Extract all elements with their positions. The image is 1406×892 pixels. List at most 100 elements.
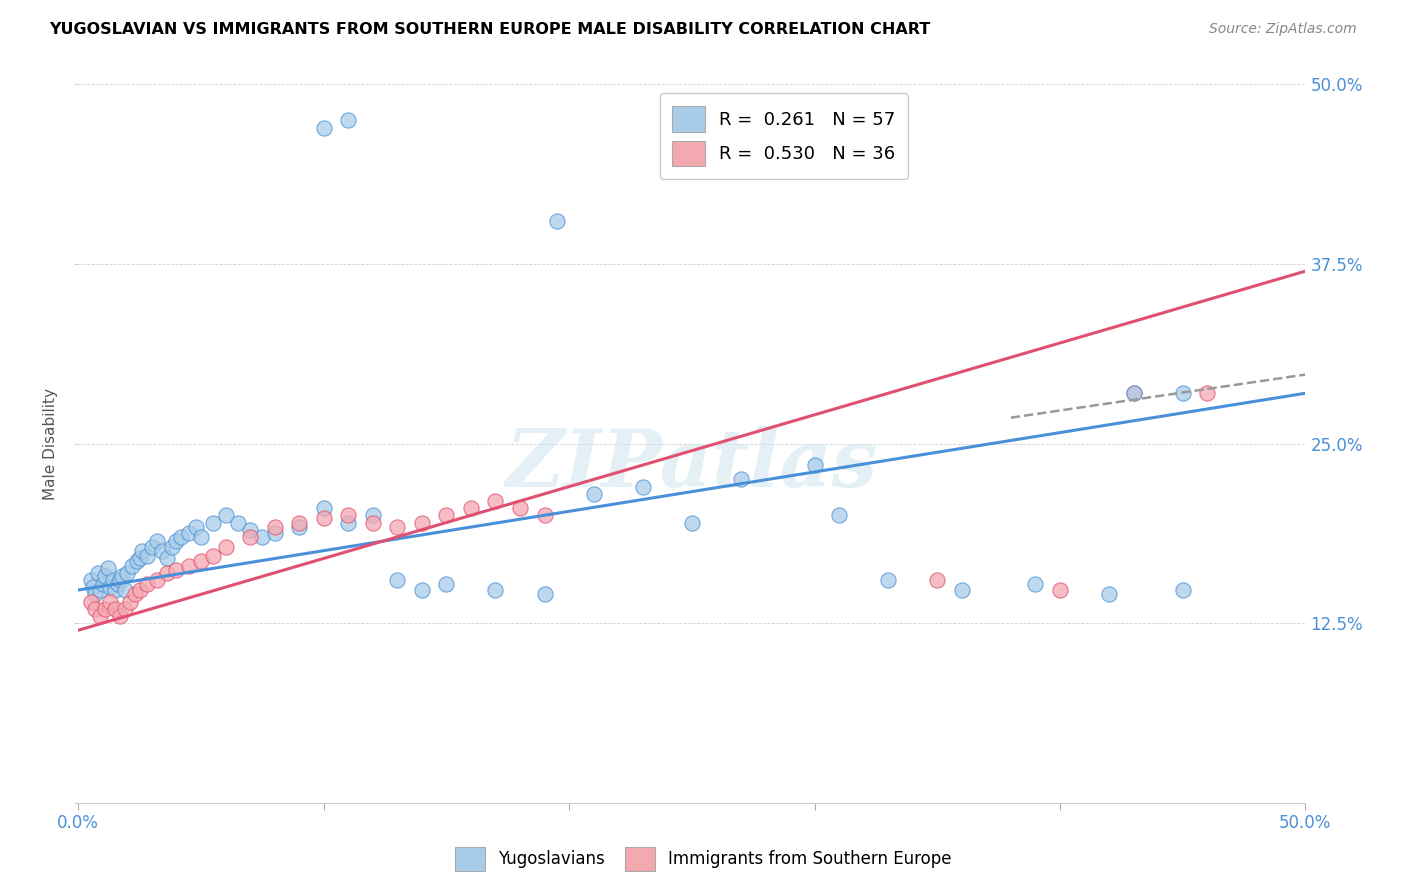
- Point: [84, 601, 107, 615]
- Point: [239, 530, 262, 544]
- Point: [108, 608, 131, 623]
- Point: [107, 577, 129, 591]
- Y-axis label: Male Disability: Male Disability: [44, 387, 58, 500]
- Point: [828, 508, 851, 523]
- Point: [337, 516, 360, 530]
- Point: [226, 516, 249, 530]
- Point: [190, 530, 212, 544]
- Point: [124, 587, 146, 601]
- Point: [681, 516, 703, 530]
- Point: [252, 530, 274, 544]
- Text: YUGOSLAVIAN VS IMMIGRANTS FROM SOUTHERN EUROPE MALE DISABILITY CORRELATION CHART: YUGOSLAVIAN VS IMMIGRANTS FROM SOUTHERN …: [49, 22, 931, 37]
- Point: [118, 594, 141, 608]
- Point: [104, 601, 127, 615]
- Point: [202, 516, 225, 530]
- Point: [730, 472, 752, 486]
- Point: [128, 551, 150, 566]
- Point: [156, 551, 179, 566]
- Point: [288, 516, 311, 530]
- Point: [1098, 587, 1121, 601]
- Point: [533, 587, 555, 601]
- Point: [1122, 386, 1144, 401]
- Point: [460, 501, 482, 516]
- Point: [170, 530, 193, 544]
- Point: [98, 594, 121, 608]
- Point: [509, 501, 531, 516]
- Point: [361, 516, 384, 530]
- Point: [1122, 386, 1144, 401]
- Point: [263, 520, 285, 534]
- Point: [177, 525, 200, 540]
- Point: [114, 601, 136, 615]
- Point: [94, 568, 117, 582]
- Point: [803, 458, 825, 472]
- Point: [411, 582, 433, 597]
- Text: ZIPatlas: ZIPatlas: [506, 426, 877, 504]
- Point: [239, 523, 262, 537]
- Point: [484, 582, 506, 597]
- Point: [263, 525, 285, 540]
- Point: [104, 582, 127, 597]
- Point: [89, 582, 111, 597]
- Point: [387, 573, 409, 587]
- Point: [79, 573, 101, 587]
- Point: [1049, 582, 1071, 597]
- Point: [312, 501, 335, 516]
- Point: [108, 573, 131, 587]
- Point: [337, 113, 360, 128]
- Point: [84, 587, 107, 601]
- Point: [150, 544, 173, 558]
- Point: [877, 573, 900, 587]
- Point: [1197, 386, 1219, 401]
- Point: [121, 558, 143, 573]
- Point: [141, 540, 163, 554]
- Point: [127, 554, 149, 568]
- Point: [160, 540, 183, 554]
- Point: [131, 544, 153, 558]
- Point: [312, 120, 335, 135]
- Text: Source: ZipAtlas.com: Source: ZipAtlas.com: [1209, 22, 1357, 37]
- Point: [190, 554, 212, 568]
- Point: [89, 608, 111, 623]
- Point: [97, 561, 120, 575]
- Point: [361, 508, 384, 523]
- Point: [214, 508, 236, 523]
- Point: [484, 494, 506, 508]
- Point: [136, 549, 159, 563]
- Point: [111, 568, 134, 582]
- Point: [128, 582, 150, 597]
- Point: [533, 508, 555, 523]
- Point: [288, 520, 311, 534]
- Point: [582, 487, 605, 501]
- Point: [156, 566, 179, 580]
- Point: [387, 520, 409, 534]
- Point: [136, 577, 159, 591]
- Point: [1024, 577, 1046, 591]
- Legend: Yugoslavians, Immigrants from Southern Europe: Yugoslavians, Immigrants from Southern E…: [446, 839, 960, 880]
- Point: [98, 580, 121, 594]
- Point: [79, 594, 101, 608]
- Point: [411, 516, 433, 530]
- Point: [117, 566, 139, 580]
- Legend: R =  0.261   N = 57, R =  0.530   N = 36: R = 0.261 N = 57, R = 0.530 N = 36: [659, 94, 908, 179]
- Point: [184, 520, 207, 534]
- Point: [82, 580, 104, 594]
- Point: [631, 480, 654, 494]
- Point: [87, 566, 110, 580]
- Point: [950, 582, 973, 597]
- Point: [1171, 582, 1194, 597]
- Point: [94, 601, 117, 615]
- Point: [214, 540, 236, 554]
- Point: [202, 549, 225, 563]
- Point: [1171, 386, 1194, 401]
- Point: [101, 573, 124, 587]
- Point: [546, 214, 568, 228]
- Point: [146, 573, 169, 587]
- Point: [434, 508, 457, 523]
- Point: [165, 563, 187, 577]
- Point: [177, 558, 200, 573]
- Point: [165, 534, 187, 549]
- Point: [434, 577, 457, 591]
- Point: [146, 534, 169, 549]
- Point: [337, 508, 360, 523]
